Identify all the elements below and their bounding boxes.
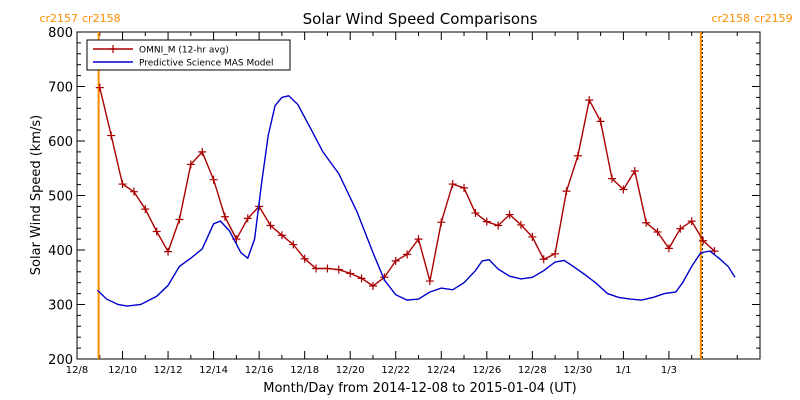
data-point <box>118 180 127 189</box>
data-point <box>710 247 719 256</box>
data-point <box>699 236 708 245</box>
x-tick-label: 12/8 <box>66 365 88 376</box>
x-tick-label: 12/18 <box>290 365 319 376</box>
data-point <box>266 221 275 230</box>
x-tick-label: 12/10 <box>108 365 137 376</box>
x-tick-label: 12/28 <box>518 365 547 376</box>
data-point <box>277 231 286 240</box>
y-tick-label: 700 <box>48 81 73 96</box>
legend-label: Predictive Science MAS Model <box>139 59 274 69</box>
data-point <box>209 175 218 184</box>
data-point <box>357 274 366 283</box>
data-point <box>414 235 423 244</box>
carrington-label: cr2158 <box>82 12 121 25</box>
data-point <box>334 265 343 274</box>
data-point <box>141 205 150 214</box>
data-point <box>289 240 298 249</box>
carrington-label: cr2157 <box>39 12 78 25</box>
data-point <box>585 96 594 105</box>
x-tick-label: 12/14 <box>199 365 228 376</box>
data-point <box>175 215 184 224</box>
data-point <box>425 277 434 286</box>
data-point <box>312 264 321 273</box>
data-point <box>516 220 525 229</box>
series-line-1 <box>97 95 736 307</box>
x-tick-label: 12/20 <box>336 365 365 376</box>
data-point <box>346 269 355 278</box>
data-point <box>300 254 309 263</box>
data-point <box>164 247 173 256</box>
legend-box <box>86 39 291 71</box>
data-point <box>664 244 673 253</box>
x-tick-label: 1/1 <box>615 365 631 376</box>
data-point <box>198 147 207 156</box>
data-point <box>687 217 696 226</box>
data-point <box>391 256 400 265</box>
y-axis-label: Solar Wind Speed (km/s) <box>29 115 44 275</box>
data-point <box>437 218 446 227</box>
data-point <box>129 187 138 196</box>
data-point <box>619 185 628 194</box>
data-point <box>551 249 560 258</box>
data-point <box>471 208 480 217</box>
data-point <box>107 131 116 140</box>
data-point <box>505 210 514 219</box>
data-point <box>653 228 662 237</box>
data-point <box>403 250 412 259</box>
y-tick-label: 600 <box>48 135 73 150</box>
data-point <box>460 183 469 192</box>
data-point <box>562 187 571 196</box>
y-tick-label: 200 <box>48 353 73 368</box>
data-point <box>152 227 161 236</box>
plot-frame <box>76 31 761 360</box>
data-point <box>539 255 548 264</box>
y-tick-label: 400 <box>48 244 73 259</box>
y-tick-label: 300 <box>48 299 73 314</box>
x-axis-label: Month/Day from 2014-12-08 to 2015-01-04 … <box>263 381 576 396</box>
x-tick-label: 12/22 <box>381 365 410 376</box>
x-tick-label: 12/30 <box>563 365 592 376</box>
data-point <box>596 117 605 126</box>
data-point <box>573 151 582 160</box>
data-point <box>323 264 332 273</box>
x-tick-label: 1/3 <box>661 365 677 376</box>
data-point <box>448 180 457 189</box>
data-point <box>186 160 195 169</box>
data-point <box>642 218 651 227</box>
carrington-label: cr2158 <box>711 12 750 25</box>
plot-area: 200 300 400 500 600 700 800 12/8 12/10 12/12 12/14… <box>39 12 792 376</box>
x-tick-label: 12/24 <box>427 365 456 376</box>
legend-marker <box>109 45 117 53</box>
y-tick-label: 500 <box>48 190 73 205</box>
x-tick-label: 12/16 <box>245 365 274 376</box>
chart-title: Solar Wind Speed Comparisons <box>303 10 538 28</box>
data-point <box>676 224 685 233</box>
data-point <box>482 217 491 226</box>
data-point <box>630 166 639 175</box>
y-tick-label: 800 <box>48 26 73 41</box>
legend-label: OMNI_M (12-hr avg) <box>139 46 229 56</box>
x-tick-label: 12/12 <box>154 365 183 376</box>
data-point <box>95 83 104 92</box>
data-point <box>494 221 503 230</box>
x-tick-label: 12/26 <box>472 365 501 376</box>
carrington-label: cr2159 <box>754 12 793 25</box>
data-point <box>528 232 537 241</box>
data-point <box>243 214 252 223</box>
data-point <box>368 281 377 290</box>
data-point <box>220 212 229 221</box>
data-point <box>608 174 617 183</box>
